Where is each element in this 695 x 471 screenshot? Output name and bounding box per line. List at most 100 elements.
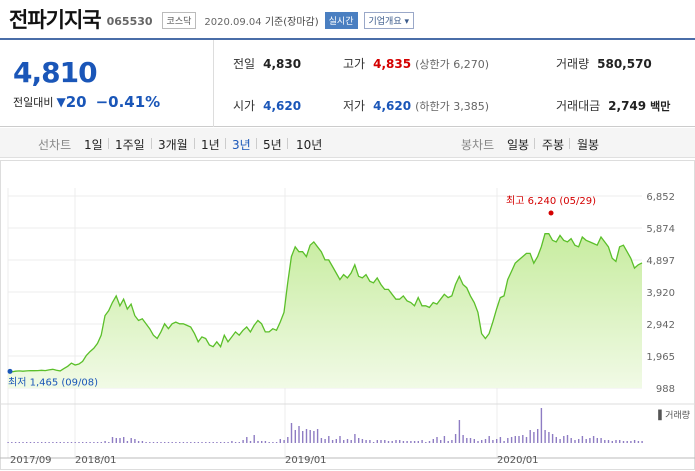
tab-separator bbox=[569, 138, 570, 149]
volume-bar bbox=[111, 437, 114, 443]
volume-bar bbox=[529, 430, 531, 443]
volume-bar bbox=[74, 442, 76, 443]
line-chart-label: 선차트 bbox=[38, 138, 72, 152]
tab-10y[interactable]: 10년 bbox=[296, 138, 323, 152]
current-price: 4,810 bbox=[13, 56, 98, 89]
volume-bar bbox=[551, 434, 554, 443]
volume-bar bbox=[208, 442, 211, 443]
volume-bar bbox=[18, 442, 20, 443]
tab-5y[interactable]: 5년 bbox=[263, 138, 282, 152]
volume-bar bbox=[44, 442, 47, 443]
price-summary: 4,810 전일대비 ▼ 20 −0.41% 전일 4,830 고가 4,835 (상… bbox=[0, 40, 695, 127]
volume-bar bbox=[55, 442, 58, 443]
volume-bar bbox=[346, 439, 349, 443]
down-arrow-icon: ▼ bbox=[56, 95, 66, 109]
volume-bar bbox=[607, 440, 610, 443]
volume-bar bbox=[600, 438, 602, 443]
volume-bar bbox=[622, 441, 625, 443]
volume-bar bbox=[93, 442, 95, 443]
min-marker bbox=[7, 368, 13, 374]
tab-3m[interactable]: 3개월 bbox=[158, 138, 188, 152]
tab-separator bbox=[225, 138, 226, 149]
tab-3y[interactable]: 3년 bbox=[232, 138, 251, 152]
y-tick-label: 1,965 bbox=[646, 352, 675, 363]
volume-bar bbox=[533, 432, 535, 443]
tab-separator bbox=[194, 138, 195, 149]
volume-bar bbox=[466, 438, 468, 443]
realtime-button[interactable]: 실시간 bbox=[324, 12, 358, 29]
volume-bar bbox=[137, 441, 140, 443]
tab-1y[interactable]: 1년 bbox=[201, 138, 220, 152]
price-chart: 6,852 5,874 4,897 3,920 2,942 1,965 988 최고 6,24… bbox=[0, 160, 695, 470]
volume-bar bbox=[115, 438, 117, 443]
current-price-panel: 4,810 전일대비 ▼ 20 −0.41% bbox=[0, 40, 214, 127]
volume-bar bbox=[294, 430, 296, 443]
volume-bar bbox=[108, 442, 110, 443]
volume-bar bbox=[309, 430, 311, 443]
volume-bar bbox=[205, 442, 207, 443]
volume-bar bbox=[179, 442, 181, 443]
volume-bar bbox=[7, 442, 9, 443]
volume-bar bbox=[458, 420, 461, 443]
header-divider bbox=[0, 38, 695, 40]
volume-bar bbox=[201, 442, 203, 443]
volume-bar bbox=[11, 442, 13, 443]
volume-bar bbox=[477, 441, 479, 443]
tab-daily-candle[interactable]: 일봉 bbox=[507, 138, 530, 152]
volume-bar bbox=[70, 442, 73, 443]
volume-bar bbox=[488, 436, 490, 443]
x-tick-label: 2018/01 bbox=[75, 455, 117, 466]
volume-bar bbox=[402, 441, 405, 443]
volume-bar bbox=[324, 439, 326, 443]
volume-bar bbox=[469, 438, 472, 443]
volume-bar bbox=[637, 441, 640, 443]
volume-bar bbox=[283, 440, 285, 443]
volume-bar bbox=[261, 441, 263, 443]
volume-bar bbox=[253, 435, 255, 443]
volume-bar bbox=[339, 436, 341, 443]
volume-bar bbox=[298, 426, 300, 443]
volume-bar bbox=[589, 438, 591, 443]
x-tick-label: 2020/01 bbox=[497, 455, 539, 466]
volume-bar bbox=[413, 441, 416, 443]
volume-bar bbox=[592, 436, 595, 443]
volume-bar bbox=[641, 441, 643, 443]
quote-date: 2020.09.04 기준(장마감) bbox=[204, 17, 319, 28]
volume-bar bbox=[78, 442, 80, 443]
volume-bar bbox=[384, 440, 386, 443]
volume-bar bbox=[563, 436, 565, 443]
volume-bar bbox=[331, 440, 334, 443]
tab-1w[interactable]: 1주일 bbox=[115, 138, 145, 152]
volume-bar bbox=[604, 440, 606, 443]
tab-1d[interactable]: 1일 bbox=[84, 138, 103, 152]
volume-bar bbox=[574, 440, 576, 443]
volume-bar bbox=[52, 442, 54, 443]
volume-bar bbox=[287, 437, 289, 443]
volume-bar bbox=[432, 439, 434, 443]
volume-bar bbox=[328, 436, 330, 443]
volume-bar bbox=[492, 440, 494, 443]
volume-bar bbox=[190, 442, 192, 443]
volume-bar bbox=[369, 440, 371, 443]
volume-bar bbox=[37, 442, 39, 443]
volume-bar bbox=[626, 441, 628, 443]
volume-bar bbox=[67, 442, 69, 443]
volume-bar bbox=[358, 438, 360, 443]
tab-separator bbox=[151, 138, 152, 149]
volume-bar bbox=[410, 441, 412, 443]
volume-bar bbox=[152, 442, 155, 443]
volume-bar bbox=[268, 442, 270, 443]
volume-bar bbox=[548, 432, 550, 443]
volume-bar bbox=[585, 439, 587, 443]
volume-bar bbox=[510, 437, 513, 443]
volume-bar bbox=[440, 440, 442, 443]
volume-bar bbox=[522, 435, 524, 443]
volume-bar bbox=[14, 442, 17, 443]
tab-separator bbox=[256, 138, 257, 149]
tab-weekly-candle[interactable]: 주봉 bbox=[542, 138, 565, 152]
volume-bar bbox=[264, 441, 267, 443]
company-overview-dropdown[interactable]: 기업개요 ▾ bbox=[363, 12, 415, 29]
volume-bar bbox=[231, 441, 233, 443]
volume-bar bbox=[145, 442, 147, 443]
tab-monthly-candle[interactable]: 월봉 bbox=[577, 138, 600, 152]
